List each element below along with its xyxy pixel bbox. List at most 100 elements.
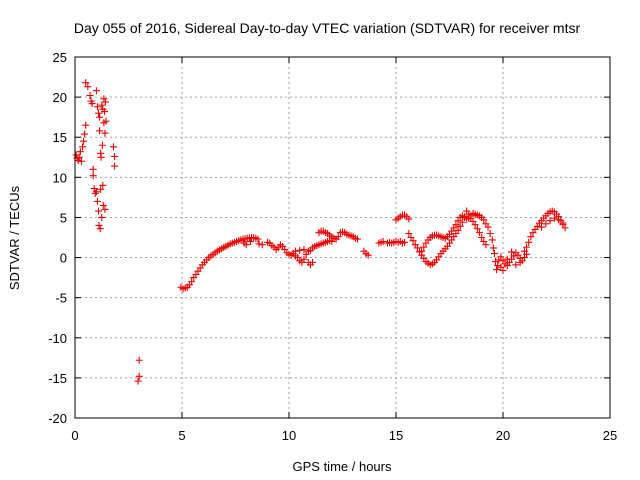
data-point [456, 222, 464, 230]
data-point [494, 262, 502, 270]
data-point [458, 218, 466, 226]
data-point [82, 79, 90, 87]
data-point [488, 236, 496, 244]
x-tick-label: 10 [282, 428, 296, 443]
data-point [188, 278, 196, 286]
data-point [258, 241, 266, 249]
data-point [413, 244, 421, 252]
x-tick-label: 25 [603, 428, 617, 443]
y-tick-label: 20 [53, 90, 67, 105]
data-point [478, 234, 486, 241]
y-axis-label: SDTVAR / TECUs [7, 185, 22, 290]
data-point [100, 95, 108, 103]
data-point [471, 221, 479, 229]
data-point [76, 148, 84, 156]
data-point [96, 225, 104, 233]
data-point [135, 356, 143, 364]
data-point [242, 241, 250, 249]
data-point [490, 250, 498, 258]
data-point [482, 241, 490, 249]
data-point [309, 258, 317, 266]
data-point [475, 229, 483, 237]
data-point [300, 255, 308, 263]
data-point [542, 220, 550, 228]
data-point [96, 127, 104, 135]
data-point [334, 233, 342, 241]
data-point [353, 235, 361, 243]
data-point [454, 226, 462, 234]
data-point [77, 157, 85, 165]
data-point [561, 224, 569, 232]
data-point [80, 137, 88, 145]
data-point [96, 113, 104, 121]
grid [75, 57, 610, 418]
y-tick-label: -15 [48, 371, 67, 386]
data-point [84, 83, 92, 91]
data-point [546, 217, 554, 225]
data-point [81, 130, 89, 138]
chart-title: Day 055 of 2016, Sidereal Day-to-day VTE… [74, 20, 581, 36]
data-point [101, 108, 109, 116]
data-point [401, 238, 409, 246]
data-point [91, 189, 99, 197]
x-tick-label: 5 [178, 428, 185, 443]
data-point [559, 219, 567, 227]
data-point [538, 223, 546, 231]
data-point [364, 251, 372, 259]
data-point [86, 92, 94, 100]
axis-ticks: 0 5 10 15 20 25 -20 -15 -10 -5 0 5 10 15 20 25 [48, 50, 617, 443]
data-point [497, 253, 505, 261]
data-point [296, 246, 304, 254]
data-point [550, 214, 558, 222]
data-point [95, 207, 103, 215]
data-points [72, 79, 569, 385]
data-point [246, 238, 254, 246]
data-point [379, 238, 387, 246]
data-point [82, 121, 90, 129]
data-point [473, 225, 481, 233]
data-point [101, 98, 109, 106]
data-point [254, 235, 262, 243]
data-point [93, 103, 101, 111]
data-point [101, 205, 109, 213]
data-point [489, 244, 497, 252]
data-point [101, 129, 109, 137]
x-axis-label: GPS time / hours [293, 459, 392, 474]
y-tick-label: 5 [60, 210, 67, 225]
y-tick-label: 10 [53, 170, 67, 185]
data-point [98, 213, 106, 221]
data-point [98, 101, 106, 109]
data-point [111, 162, 119, 170]
data-point [409, 237, 417, 245]
data-point [74, 156, 82, 164]
data-point [503, 255, 511, 263]
data-point [300, 246, 308, 254]
data-point [255, 240, 263, 248]
data-point [92, 87, 100, 95]
plot-frame [74, 56, 611, 419]
data-point [97, 153, 105, 161]
data-point [291, 247, 299, 255]
x-tick-label: 15 [389, 428, 403, 443]
data-point [89, 165, 97, 173]
data-point [516, 258, 524, 266]
data-point [95, 109, 103, 117]
data-point [523, 243, 531, 251]
data-point [486, 229, 494, 237]
data-point [102, 117, 110, 125]
data-point [78, 143, 86, 151]
x-tick-label: 20 [496, 428, 510, 443]
data-point [508, 248, 516, 256]
data-point [512, 261, 520, 269]
data-point [93, 197, 101, 205]
data-point [480, 216, 488, 224]
data-point [134, 377, 142, 385]
data-point [88, 100, 96, 108]
data-point [135, 372, 143, 380]
data-point [418, 247, 426, 255]
y-tick-label: -5 [55, 291, 67, 306]
data-point [493, 266, 501, 274]
data-point [97, 185, 105, 193]
y-tick-label: 25 [53, 50, 67, 65]
